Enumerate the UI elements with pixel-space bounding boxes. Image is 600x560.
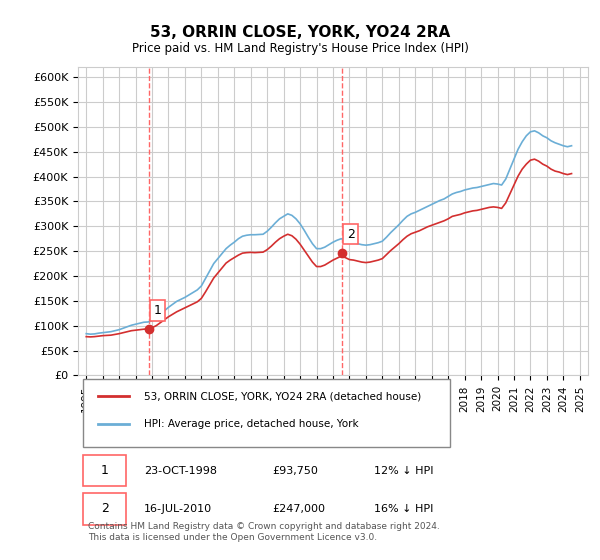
FancyBboxPatch shape xyxy=(83,379,450,446)
Text: 2: 2 xyxy=(101,502,109,515)
Text: 1: 1 xyxy=(101,464,109,477)
Text: 16% ↓ HPI: 16% ↓ HPI xyxy=(374,504,433,514)
FancyBboxPatch shape xyxy=(83,493,127,525)
Text: £247,000: £247,000 xyxy=(272,504,325,514)
Text: 16-JUL-2010: 16-JUL-2010 xyxy=(145,504,212,514)
Text: 53, ORRIN CLOSE, YORK, YO24 2RA: 53, ORRIN CLOSE, YORK, YO24 2RA xyxy=(150,25,450,40)
Text: 2: 2 xyxy=(347,228,355,241)
Text: 1: 1 xyxy=(154,304,162,317)
FancyBboxPatch shape xyxy=(83,455,127,487)
Text: HPI: Average price, detached house, York: HPI: Average price, detached house, York xyxy=(145,419,359,429)
Text: 53, ORRIN CLOSE, YORK, YO24 2RA (detached house): 53, ORRIN CLOSE, YORK, YO24 2RA (detache… xyxy=(145,391,422,401)
Text: 23-OCT-1998: 23-OCT-1998 xyxy=(145,466,217,476)
Text: Price paid vs. HM Land Registry's House Price Index (HPI): Price paid vs. HM Land Registry's House … xyxy=(131,42,469,55)
Text: 12% ↓ HPI: 12% ↓ HPI xyxy=(374,466,433,476)
Text: £93,750: £93,750 xyxy=(272,466,317,476)
Text: Contains HM Land Registry data © Crown copyright and database right 2024.
This d: Contains HM Land Registry data © Crown c… xyxy=(88,522,440,542)
